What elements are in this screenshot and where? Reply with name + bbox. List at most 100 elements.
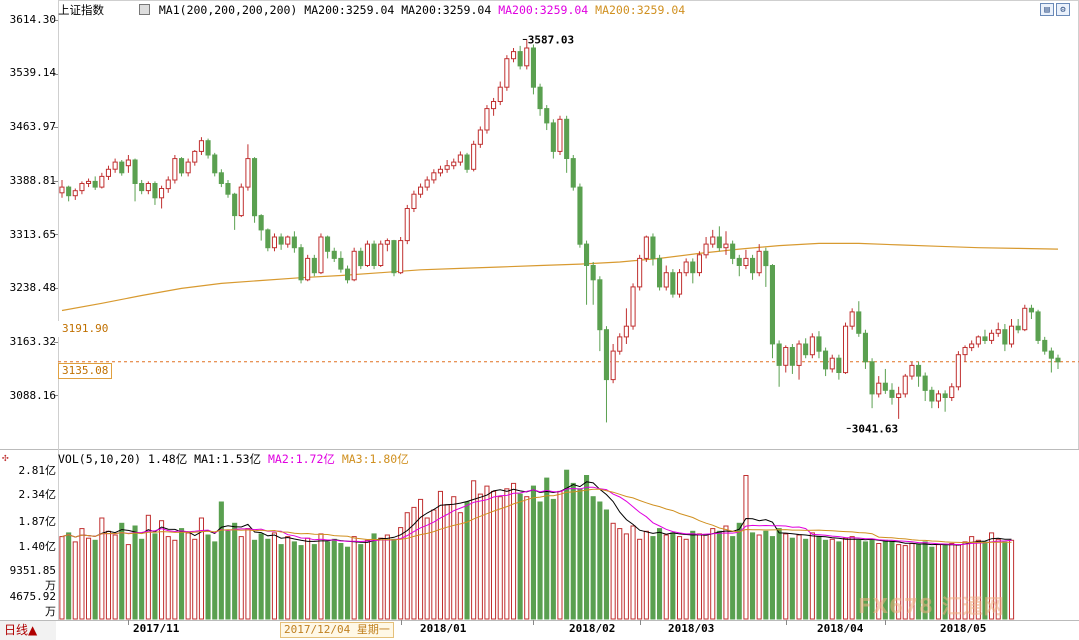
candle[interactable]	[451, 158, 457, 170]
volume-bar[interactable]	[331, 538, 337, 620]
candle[interactable]	[484, 105, 490, 134]
volume-bar[interactable]	[424, 517, 430, 620]
volume-bar-layer[interactable]	[59, 469, 1015, 620]
volume-bar[interactable]	[603, 509, 610, 620]
volume-bar[interactable]	[776, 528, 782, 620]
volume-bar[interactable]	[159, 520, 165, 620]
candle[interactable]	[1042, 336, 1048, 355]
volume-bar[interactable]	[670, 532, 676, 620]
candle[interactable]	[882, 368, 888, 394]
candle[interactable]	[86, 178, 92, 188]
candle[interactable]	[849, 308, 855, 330]
volume-bar[interactable]	[99, 517, 105, 620]
candle[interactable]	[942, 390, 948, 412]
volume-bar[interactable]	[198, 517, 204, 620]
toolbar-expand-icon[interactable]: ▤	[1040, 3, 1054, 16]
volume-bar[interactable]	[86, 537, 92, 620]
volume-bar[interactable]	[139, 538, 145, 620]
candle[interactable]	[198, 137, 204, 155]
candle[interactable]	[1048, 347, 1054, 373]
candle[interactable]	[72, 188, 78, 200]
candle[interactable]	[570, 154, 576, 191]
candle[interactable]	[929, 386, 935, 409]
volume-bar[interactable]	[145, 514, 151, 620]
volume-bar[interactable]	[59, 536, 65, 620]
volume-bar[interactable]	[849, 536, 855, 620]
volume-bar[interactable]	[617, 528, 623, 620]
candle[interactable]	[670, 269, 676, 298]
volume-bar[interactable]	[989, 532, 995, 620]
candle[interactable]	[843, 322, 849, 374]
volume-bar[interactable]	[398, 527, 404, 620]
candle[interactable]	[79, 181, 85, 195]
volume-bar[interactable]	[843, 537, 849, 620]
volume-bar[interactable]	[232, 522, 238, 620]
volume-bar[interactable]	[364, 539, 370, 620]
volume-bar[interactable]	[743, 475, 749, 620]
volume-bar[interactable]	[212, 541, 218, 620]
volume-bar[interactable]	[411, 506, 417, 620]
volume-bar[interactable]	[205, 534, 211, 620]
candle[interactable]	[809, 333, 815, 359]
candle[interactable]	[544, 105, 550, 131]
candle[interactable]	[238, 183, 244, 218]
volume-bar[interactable]	[856, 539, 862, 620]
volume-bar[interactable]	[79, 528, 85, 620]
candle[interactable]	[192, 150, 198, 166]
volume-bar[interactable]	[358, 544, 364, 620]
candle[interactable]	[305, 254, 311, 282]
volume-bar[interactable]	[677, 536, 683, 620]
candle[interactable]	[617, 333, 623, 355]
volume-bar[interactable]	[484, 485, 490, 620]
volume-bar[interactable]	[643, 530, 649, 620]
candle[interactable]	[424, 176, 430, 191]
candle[interactable]	[603, 326, 610, 423]
volume-bar[interactable]	[889, 541, 895, 620]
volume-bar[interactable]	[962, 541, 968, 620]
volume-bar[interactable]	[72, 541, 78, 620]
candle[interactable]	[59, 179, 65, 198]
candle[interactable]	[816, 331, 822, 359]
candle[interactable]	[252, 157, 258, 223]
candle[interactable]	[404, 204, 410, 245]
candle[interactable]	[325, 235, 331, 259]
candle[interactable]	[351, 247, 357, 282]
candle[interactable]	[99, 172, 105, 189]
candle[interactable]	[796, 340, 802, 380]
candle[interactable]	[285, 235, 291, 248]
candle[interactable]	[391, 239, 397, 277]
candle[interactable]	[650, 233, 656, 266]
candle[interactable]	[132, 158, 138, 202]
volume-bar[interactable]	[66, 532, 72, 620]
candle[interactable]	[504, 55, 510, 91]
volume-bar[interactable]	[105, 530, 112, 620]
candle[interactable]	[331, 247, 337, 262]
candle[interactable]	[338, 251, 344, 273]
candle[interactable]	[949, 383, 955, 402]
volume-bar[interactable]	[663, 534, 669, 620]
volume-bar[interactable]	[185, 532, 191, 620]
volume-bar[interactable]	[305, 537, 311, 620]
candle[interactable]	[975, 335, 981, 348]
candle[interactable]	[690, 258, 696, 284]
volume-bar[interactable]	[570, 482, 576, 620]
volume-bar[interactable]	[836, 541, 842, 620]
candle[interactable]	[378, 240, 384, 267]
volume-bar[interactable]	[298, 545, 304, 620]
candle[interactable]	[876, 376, 882, 398]
candle[interactable]	[597, 276, 603, 352]
candle[interactable]	[165, 176, 171, 193]
candle[interactable]	[258, 214, 264, 241]
candle[interactable]	[218, 169, 224, 188]
volume-bar[interactable]	[371, 533, 377, 620]
candle[interactable]	[364, 240, 370, 267]
candle-layer[interactable]	[59, 39, 1061, 423]
candle[interactable]	[896, 386, 902, 419]
candle[interactable]	[663, 265, 669, 291]
volume-bar[interactable]	[597, 501, 603, 620]
candle[interactable]	[610, 343, 616, 384]
candle[interactable]	[318, 233, 324, 275]
candle[interactable]	[311, 254, 317, 277]
volume-bar[interactable]	[524, 496, 530, 620]
volume-bar[interactable]	[995, 538, 1001, 620]
